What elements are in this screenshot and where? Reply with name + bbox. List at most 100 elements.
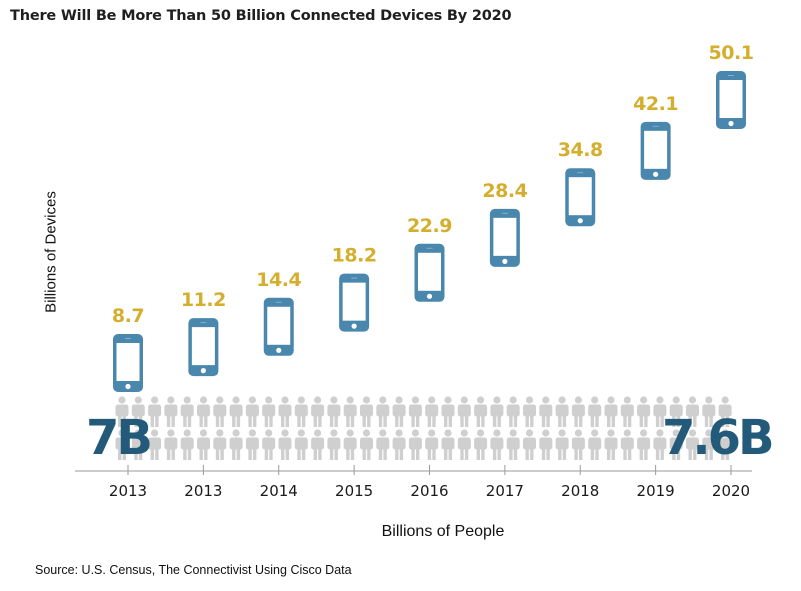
person-icon bbox=[392, 396, 406, 427]
value-label: 50.1 bbox=[709, 42, 754, 64]
person-icon bbox=[115, 396, 129, 427]
value-label: 42.1 bbox=[633, 93, 678, 115]
x-tick-label: 2013 bbox=[184, 482, 222, 500]
x-tick-label: 2019 bbox=[637, 482, 675, 500]
person-icon bbox=[457, 396, 471, 427]
person-icon bbox=[294, 396, 308, 427]
person-icon bbox=[604, 396, 618, 427]
person-icon bbox=[131, 396, 145, 427]
value-label: 11.2 bbox=[181, 289, 226, 311]
person-icon bbox=[343, 429, 357, 460]
person-icon bbox=[425, 396, 439, 427]
person-icon bbox=[686, 429, 699, 460]
person-icon bbox=[506, 429, 520, 460]
person-icon bbox=[653, 396, 667, 427]
person-icon bbox=[539, 396, 553, 427]
person-icon bbox=[311, 396, 325, 427]
smartphone-icon bbox=[113, 334, 143, 392]
person-icon bbox=[213, 429, 227, 460]
value-label: 18.2 bbox=[332, 245, 377, 267]
value-label: 28.4 bbox=[482, 180, 527, 202]
person-icon bbox=[637, 396, 651, 427]
value-label: 8.7 bbox=[112, 305, 144, 327]
x-axis-label: Billions of People bbox=[381, 523, 505, 540]
people-end-label: 7.6B bbox=[662, 410, 772, 466]
x-tick-label: 2014 bbox=[260, 482, 298, 500]
smartphone-icon bbox=[489, 208, 520, 267]
person-icon bbox=[164, 429, 178, 460]
person-icon bbox=[457, 429, 471, 460]
person-icon bbox=[571, 396, 585, 427]
person-icon bbox=[245, 396, 259, 427]
x-tick-label: 2017 bbox=[486, 482, 524, 500]
person-icon bbox=[360, 429, 373, 460]
person-icon bbox=[164, 396, 178, 427]
person-icon bbox=[702, 396, 716, 427]
person-icon bbox=[376, 429, 390, 460]
person-icon bbox=[327, 396, 341, 427]
chart-title: There Will Be More Than 50 Billion Conne… bbox=[10, 8, 512, 24]
person-icon bbox=[229, 396, 243, 427]
person-icon bbox=[148, 396, 162, 427]
person-icon bbox=[718, 429, 732, 460]
person-icon bbox=[571, 429, 585, 460]
person-icon bbox=[376, 396, 390, 427]
source-note: Source: U.S. Census, The Connectivist Us… bbox=[35, 563, 352, 577]
x-tick-label: 2015 bbox=[335, 482, 373, 500]
person-icon bbox=[555, 429, 569, 460]
person-icon bbox=[278, 429, 292, 460]
person-icon bbox=[229, 429, 243, 460]
person-icon bbox=[408, 396, 422, 427]
person-icon bbox=[213, 396, 227, 427]
smartphone-icon bbox=[339, 273, 370, 332]
x-axis-ticks: 2013 2013 2014 2015 2016 2017 2018 2019 2020 bbox=[109, 465, 750, 500]
person-icon bbox=[441, 396, 455, 427]
smartphone-icon bbox=[414, 243, 445, 302]
person-icon bbox=[620, 396, 634, 427]
value-label: 14.4 bbox=[256, 269, 301, 291]
x-tick-label: 2020 bbox=[712, 482, 750, 500]
person-icon bbox=[360, 396, 373, 427]
device-markers: 8.7 11.2 14.4 18.2 22.9 28.4 34.8 42.1 50.1 bbox=[112, 42, 754, 392]
smartphone-icon bbox=[565, 168, 596, 227]
x-tick-label: 2016 bbox=[410, 482, 448, 500]
person-icon bbox=[490, 429, 504, 460]
person-icon bbox=[637, 429, 651, 460]
person-icon bbox=[262, 396, 276, 427]
value-label: 34.8 bbox=[558, 139, 603, 161]
person-icon bbox=[490, 396, 504, 427]
person-icon bbox=[311, 429, 325, 460]
person-icon bbox=[425, 429, 439, 460]
person-icon bbox=[294, 429, 308, 460]
person-icon bbox=[718, 396, 732, 427]
x-tick-label: 2013 bbox=[109, 482, 147, 500]
person-icon bbox=[523, 396, 536, 427]
smartphone-icon bbox=[716, 71, 746, 129]
smartphone-icon bbox=[188, 318, 219, 377]
person-icon bbox=[506, 396, 520, 427]
person-icon bbox=[441, 429, 455, 460]
person-icon bbox=[653, 429, 667, 460]
person-icon bbox=[539, 429, 553, 460]
person-icon bbox=[180, 396, 194, 427]
person-icon bbox=[245, 429, 259, 460]
smartphone-icon bbox=[640, 121, 671, 180]
person-icon bbox=[180, 429, 194, 460]
person-icon bbox=[620, 429, 634, 460]
person-icon bbox=[197, 396, 210, 427]
people-start-label: 7B bbox=[86, 410, 150, 466]
smartphone-icon bbox=[263, 297, 294, 356]
person-icon bbox=[148, 429, 162, 460]
x-tick-label: 2018 bbox=[561, 482, 599, 500]
value-label: 22.9 bbox=[407, 215, 452, 237]
person-icon bbox=[392, 429, 406, 460]
person-icon bbox=[343, 396, 357, 427]
person-icon bbox=[523, 429, 536, 460]
person-icon bbox=[115, 429, 129, 460]
person-icon bbox=[278, 396, 292, 427]
person-icon bbox=[669, 429, 683, 460]
person-icon bbox=[669, 396, 683, 427]
person-icon bbox=[588, 396, 602, 427]
person-icon bbox=[702, 429, 716, 460]
